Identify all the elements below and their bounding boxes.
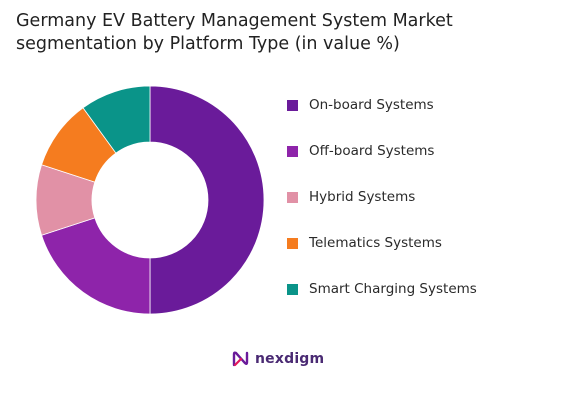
legend-item-on-board: On-board Systems (287, 96, 477, 142)
legend-swatch (287, 100, 298, 111)
legend-swatch (287, 284, 298, 295)
legend-swatch (287, 192, 298, 203)
chart-title-line-1: Germany EV Battery Management System Mar… (16, 11, 453, 31)
legend-swatch (287, 238, 298, 249)
brand-name: nexdigm (255, 351, 325, 367)
legend-item-hybrid: Hybrid Systems (287, 188, 477, 234)
legend-label: Hybrid Systems (309, 189, 416, 205)
legend-item-off-board: Off-board Systems (287, 142, 477, 188)
slice-off-board (41, 217, 151, 315)
slice-on-board (149, 85, 265, 315)
legend-item-telematics: Telematics Systems (287, 234, 477, 280)
slice-smart-charging (82, 85, 151, 154)
legend-swatch (287, 146, 298, 157)
legend-label: Smart Charging Systems (309, 281, 477, 297)
chart-legend: On-board Systems Off-board Systems Hybri… (287, 96, 477, 326)
chart-title: Germany EV Battery Management System Mar… (16, 10, 556, 56)
chart-title-line-2: segmentation by Platform Type (in value … (16, 34, 400, 54)
legend-label: On-board Systems (309, 97, 434, 113)
legend-label: Off-board Systems (309, 143, 435, 159)
legend-label: Telematics Systems (309, 235, 442, 251)
donut-chart (35, 85, 265, 315)
legend-item-smart-charging: Smart Charging Systems (287, 280, 477, 326)
nexdigm-logo-icon (232, 351, 249, 367)
brand-logo: nexdigm (232, 350, 324, 368)
